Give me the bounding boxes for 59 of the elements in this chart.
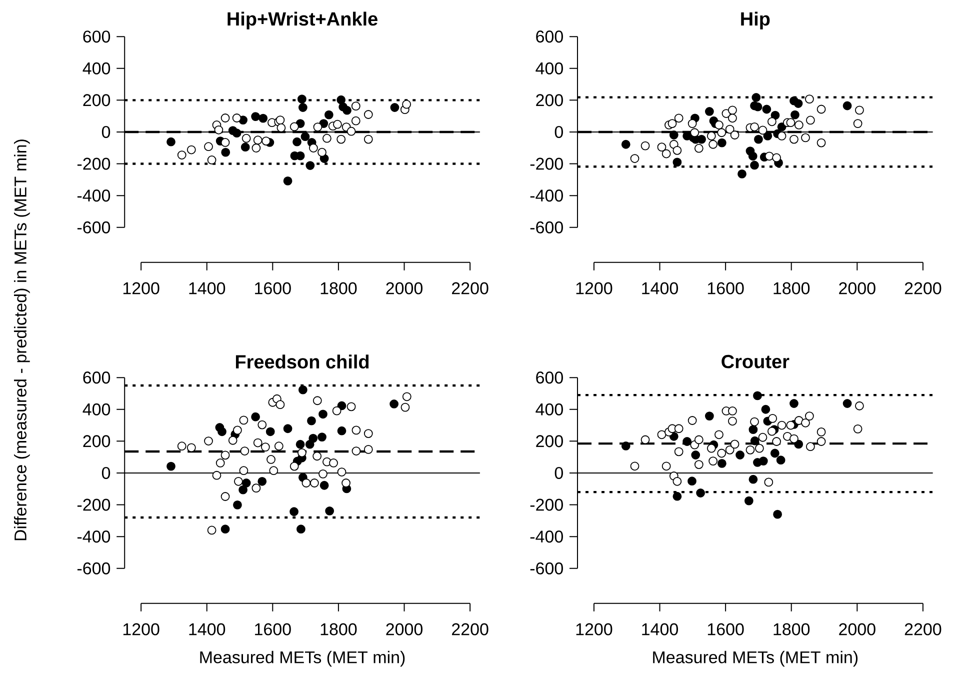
x-tick-label: 1800 — [320, 282, 357, 294]
x-tick-label: 1600 — [708, 282, 744, 294]
y-tick-label: 200 — [536, 94, 563, 106]
x-tick-label: 1600 — [708, 623, 744, 636]
x-tick-label: 1200 — [123, 282, 160, 294]
y-tick-label: -600 — [530, 562, 563, 574]
y-tick-label: -600 — [530, 221, 563, 234]
y-tick-label: -600 — [77, 221, 110, 234]
x-tick-label: 1400 — [642, 282, 678, 294]
y-tick-label: 600 — [83, 372, 110, 384]
y-tick-label: 0 — [102, 126, 110, 138]
chart-title: Crouter — [722, 354, 790, 368]
x-tick-label: 1800 — [774, 282, 810, 294]
x-tick-label: 2000 — [839, 623, 876, 636]
y-tick-label: -200 — [77, 158, 110, 170]
y-tick-label: 200 — [83, 435, 110, 448]
y-tick-label: 600 — [536, 30, 563, 43]
x-tick-label: 1400 — [189, 623, 226, 636]
y-tick-label: 400 — [536, 403, 563, 416]
x-tick-label: 2200 — [904, 623, 942, 636]
y-tick-label: 200 — [536, 435, 563, 448]
chart-title: Freedson child — [236, 354, 369, 369]
x-tick-label: 2200 — [452, 623, 488, 636]
y-tick-label: 200 — [83, 94, 110, 106]
x-tick-label: 2200 — [452, 282, 488, 294]
y-tick-label: -400 — [77, 190, 110, 202]
y-tick-label: 0 — [554, 466, 563, 480]
y-tick-label: 400 — [82, 62, 110, 74]
x-tick-label: 2200 — [904, 282, 942, 294]
y-tick-label: -200 — [530, 498, 563, 511]
chart-title: Hip — [741, 12, 770, 30]
y-axis-title: Difference (measured - predicted) in METs (MET min) — [14, 140, 30, 540]
y-tick-label: 0 — [102, 466, 110, 480]
y-tick-label: 600 — [536, 372, 563, 384]
y-tick-label: 600 — [83, 30, 110, 43]
x-tick-label: 1200 — [576, 623, 612, 636]
y-tick-label: 400 — [82, 403, 110, 416]
y-tick-label: -400 — [530, 190, 563, 202]
x-tick-label: 1800 — [320, 623, 357, 636]
x-tick-label: 1400 — [642, 623, 678, 636]
x-tick-label: 1600 — [255, 282, 291, 294]
x-tick-label: 2000 — [839, 282, 876, 294]
y-tick-label: 0 — [554, 126, 563, 138]
x-axis-title: Measured METs (MET min) — [653, 650, 858, 667]
y-tick-label: -400 — [530, 530, 563, 543]
x-tick-label: 1400 — [189, 282, 226, 294]
x-tick-label: 1600 — [255, 623, 291, 636]
y-tick-label: 400 — [536, 62, 563, 74]
y-tick-label: -200 — [530, 158, 563, 170]
x-tick-label: 2000 — [386, 623, 422, 636]
x-tick-label: 2000 — [386, 282, 422, 294]
x-tick-label: 1200 — [123, 623, 160, 636]
y-tick-label: -400 — [77, 530, 110, 543]
x-tick-label: 1800 — [774, 623, 810, 636]
y-tick-label: -200 — [77, 498, 110, 511]
x-axis-title: Measured METs (MET min) — [200, 650, 405, 667]
x-tick-label: 1200 — [576, 282, 612, 294]
chart-title: Hip+Wrist+Ankle — [228, 12, 378, 30]
y-tick-label: -600 — [77, 562, 110, 574]
